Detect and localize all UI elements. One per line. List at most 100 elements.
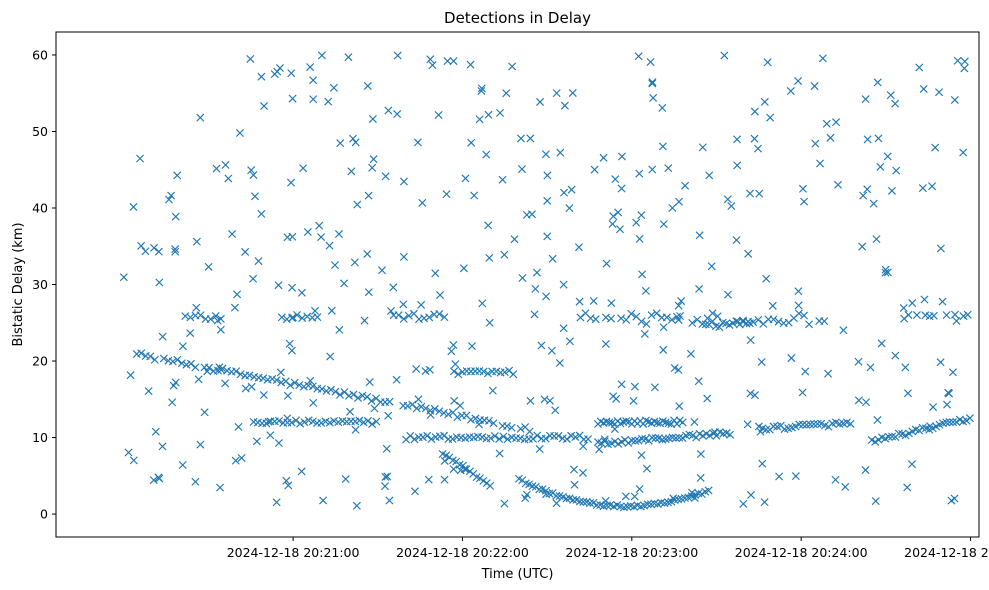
data-point	[496, 108, 505, 117]
data-point	[919, 84, 928, 93]
data-point	[719, 429, 728, 438]
data-point	[622, 315, 631, 324]
data-point	[540, 395, 549, 404]
data-point	[631, 436, 640, 445]
data-point	[541, 150, 550, 159]
data-point	[287, 346, 296, 355]
data-point	[552, 491, 561, 500]
data-point	[565, 337, 574, 346]
data-point	[449, 57, 458, 66]
data-point	[522, 490, 531, 499]
data-point	[119, 273, 128, 282]
data-point	[365, 378, 374, 387]
data-point	[237, 453, 246, 462]
data-point	[129, 202, 138, 211]
data-point	[500, 499, 509, 508]
data-point	[288, 313, 297, 322]
data-point	[562, 435, 571, 444]
data-point	[322, 386, 331, 395]
data-point	[552, 499, 561, 508]
data-point	[681, 181, 690, 190]
x-axis-label: Time (UTC)	[481, 567, 554, 582]
data-point	[303, 228, 312, 237]
data-point	[671, 434, 680, 443]
data-point	[811, 139, 820, 148]
data-point	[571, 433, 580, 442]
data-point	[247, 382, 256, 391]
data-point	[750, 134, 759, 143]
data-point	[124, 448, 133, 457]
data-point	[417, 402, 426, 411]
data-point	[786, 87, 795, 96]
data-point	[640, 329, 649, 338]
data-point	[599, 153, 608, 162]
data-point	[171, 245, 180, 254]
data-point	[367, 396, 376, 405]
data-point	[414, 395, 423, 404]
data-point	[230, 303, 239, 312]
data-point	[204, 262, 213, 271]
data-point	[663, 498, 672, 507]
data-point	[154, 247, 163, 256]
data-point	[317, 51, 326, 60]
data-point	[485, 253, 494, 262]
data-point	[272, 498, 281, 507]
data-point	[360, 316, 369, 325]
data-point	[349, 134, 358, 143]
data-point	[667, 315, 676, 324]
data-point	[798, 184, 807, 193]
data-point	[191, 363, 200, 372]
data-point	[479, 476, 488, 485]
data-point	[151, 427, 160, 436]
data-point	[171, 378, 180, 387]
data-point	[674, 365, 683, 374]
data-point	[938, 297, 947, 306]
data-point	[543, 196, 552, 205]
data-point	[196, 440, 205, 449]
data-point	[601, 339, 610, 348]
data-point	[859, 191, 868, 200]
data-point	[892, 166, 901, 175]
data-point	[274, 416, 283, 425]
data-point	[186, 329, 195, 338]
data-point	[194, 375, 203, 384]
data-point	[442, 190, 451, 199]
data-point	[137, 241, 146, 250]
data-point	[283, 414, 292, 423]
data-point	[886, 91, 895, 100]
data-point	[891, 99, 900, 108]
data-point	[155, 474, 164, 483]
data-point	[677, 297, 686, 306]
data-point	[427, 434, 436, 443]
data-point	[414, 315, 423, 324]
data-point	[873, 416, 882, 425]
data-point	[235, 129, 244, 138]
data-point	[607, 314, 616, 323]
data-point	[378, 266, 387, 275]
data-point	[358, 391, 367, 400]
data-point	[470, 191, 479, 200]
data-point	[430, 404, 439, 413]
y-axis-label: Bistatic Delay (km)	[11, 222, 26, 346]
plot-frame	[55, 31, 980, 538]
data-point	[277, 313, 286, 322]
data-point	[479, 367, 488, 376]
data-point	[277, 378, 286, 387]
data-point	[743, 420, 752, 429]
data-point	[634, 52, 643, 61]
data-point	[410, 487, 419, 496]
data-point	[221, 379, 230, 388]
data-point	[650, 383, 659, 392]
data-point	[178, 342, 187, 351]
data-point	[260, 102, 269, 111]
data-point	[335, 390, 344, 399]
data-point	[744, 249, 753, 258]
data-point	[340, 279, 349, 288]
data-point	[467, 138, 476, 147]
data-point	[567, 185, 576, 194]
data-point	[535, 485, 544, 494]
data-point	[286, 381, 295, 390]
data-point	[171, 247, 180, 256]
data-point	[903, 389, 912, 398]
data-point	[874, 134, 883, 143]
